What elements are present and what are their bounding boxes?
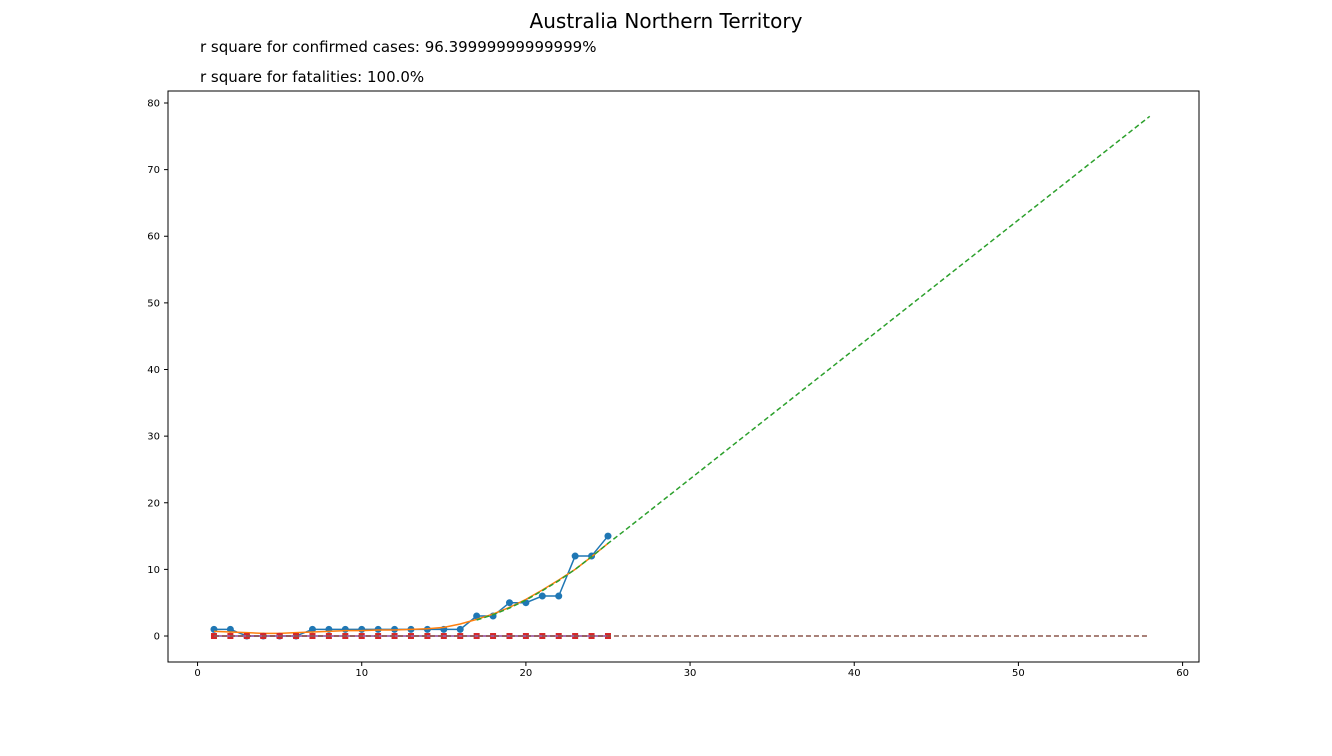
series-0-point [538,592,546,600]
x-tick-label: 60 [1176,668,1189,679]
y-tick-label: 60 [147,232,160,243]
x-tick-label: 20 [520,668,533,679]
y-tick-label: 50 [147,298,160,309]
series-2-line [476,115,1151,621]
series-0-point [604,532,612,540]
series-0-point [358,625,366,633]
x-tick-label: 10 [355,668,368,679]
y-tick-label: 30 [147,432,160,443]
x-tick-label: 30 [684,668,697,679]
chart-title: Australia Northern Territory [529,9,803,33]
series-0-point [226,625,234,633]
series-0-point [571,552,579,560]
y-tick-label: 80 [147,98,160,109]
series-0-point [473,612,481,620]
y-tick-label: 70 [147,165,160,176]
series-0-point [308,625,316,633]
x-tick-label: 0 [194,668,200,679]
r-square-confirmed-text: r square for confirmed cases: 96.3999999… [200,38,597,56]
y-tick-label: 0 [154,632,160,643]
y-tick-label: 10 [147,565,160,576]
plot-frame [167,90,1200,663]
y-tick-label: 40 [147,365,160,376]
series-1-line [213,542,609,635]
r-square-fatalities-text: r square for fatalities: 100.0% [200,68,425,86]
series-0-point [341,625,349,633]
y-tick-label: 20 [147,498,160,509]
series-0-point [555,592,563,600]
series-0-point [505,599,513,607]
series-0-point [456,625,464,633]
series-3-point [210,633,217,640]
x-tick-label: 40 [848,668,861,679]
x-tick-label: 50 [1012,668,1025,679]
